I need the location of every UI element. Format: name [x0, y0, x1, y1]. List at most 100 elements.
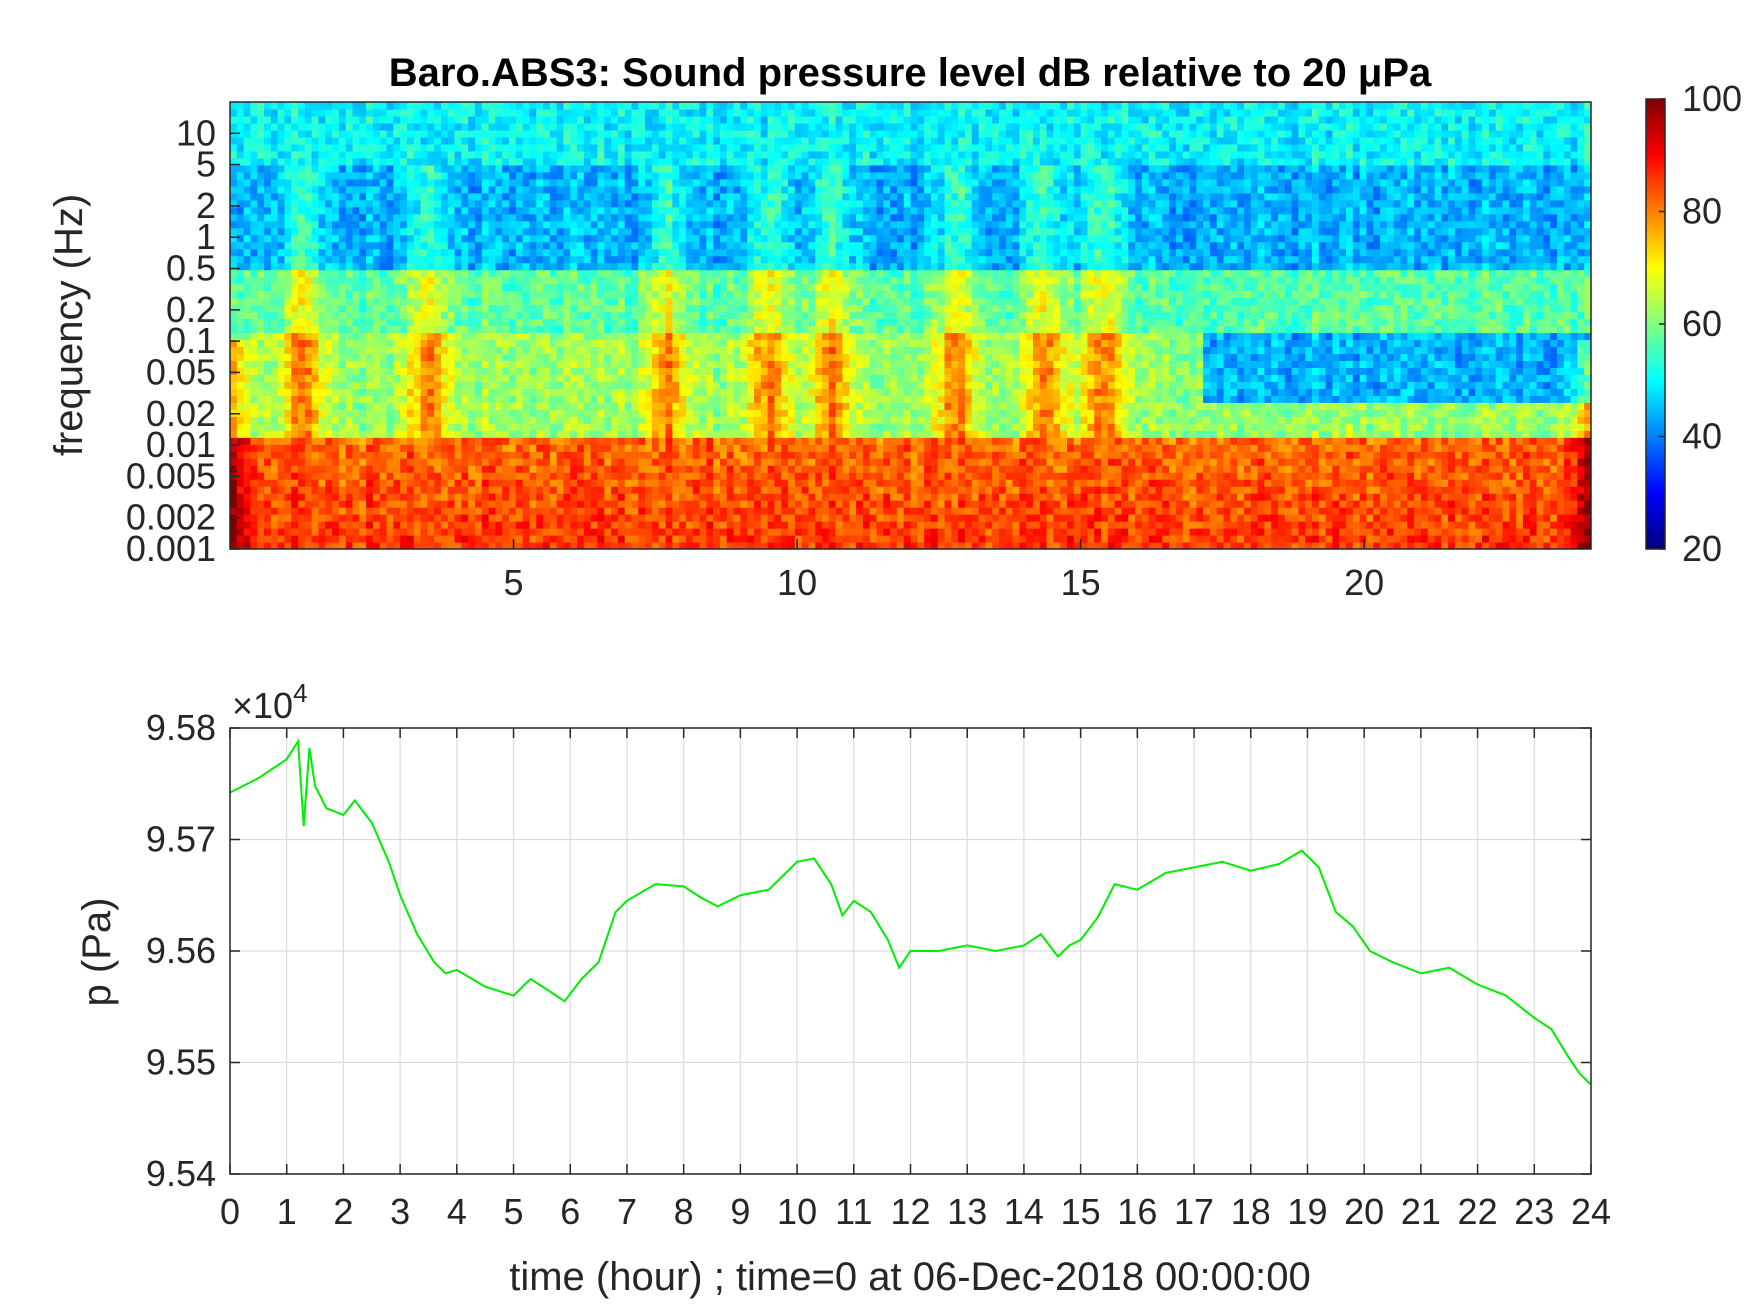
spectrogram-cell [611, 199, 619, 208]
spectrogram-cell [413, 192, 422, 201]
spectrogram-cell [733, 115, 741, 124]
spectrogram-cell [379, 465, 388, 473]
spectrogram-cell [713, 535, 721, 543]
spectrogram-cell [638, 444, 646, 452]
spectrogram-cell [645, 227, 653, 236]
spectrogram-cell [747, 255, 755, 264]
spectrogram-cell [570, 521, 578, 529]
spectrogram-cell [617, 304, 626, 313]
spectrogram-cell [393, 150, 401, 159]
spectrogram-cell [440, 430, 449, 438]
spectrogram-cell [400, 227, 408, 236]
spectrogram-cell [474, 122, 483, 131]
spectrogram-cell [304, 199, 313, 208]
spectrogram-cell [474, 262, 483, 271]
spectrogram-cell [393, 542, 401, 549]
spectrogram-cell [250, 297, 258, 306]
spectrogram-cell [502, 304, 510, 313]
spectrogram-cell [651, 122, 660, 131]
spectrogram-cell [583, 122, 592, 131]
spectrogram-cell [577, 129, 585, 138]
spectrogram-cell [509, 514, 517, 522]
spectrogram-cell [604, 227, 612, 236]
spectrogram-cell [243, 199, 252, 208]
spectrogram-cell [284, 234, 292, 243]
spectrogram-cell [556, 178, 565, 187]
spectrogram-cell [440, 528, 449, 536]
spectrogram-cell [243, 430, 252, 438]
spectrogram-cell [699, 381, 707, 389]
spectrogram-cell [638, 171, 646, 180]
spectrogram-cell [611, 444, 619, 452]
spectrogram-cell [325, 472, 333, 480]
spectrogram-cell [264, 325, 272, 334]
spectrogram-cell [291, 102, 299, 110]
spectrogram-cell [284, 283, 292, 292]
spectrogram-cell [495, 367, 503, 375]
spectrogram-cell [318, 535, 326, 543]
spectrogram-cell [502, 430, 510, 438]
spectrogram-cell [583, 416, 592, 424]
spectrogram-cell [733, 290, 741, 299]
spectrogram-cell [325, 199, 333, 208]
spectrogram-cell [733, 367, 741, 375]
spectrogram-cell [366, 402, 374, 410]
spectrogram-cell [577, 248, 585, 257]
spectrogram-cell [243, 157, 252, 166]
spectrogram-cell [556, 458, 565, 466]
spectrogram-cell [311, 220, 320, 229]
spectrogram-cell [563, 367, 571, 375]
spectrogram-cell [236, 311, 245, 320]
spectrogram-cell [352, 367, 360, 375]
spectrogram-cell [474, 542, 483, 549]
spectrogram-cell [570, 500, 578, 508]
spectrogram-cell [264, 157, 272, 166]
spectrogram-cell [372, 108, 381, 117]
spectrogram-cell [277, 500, 286, 508]
spectrogram-cell [726, 388, 735, 396]
spectrogram-cell [277, 339, 286, 348]
spectrogram-cell [543, 339, 551, 348]
spectrogram-cell [495, 297, 503, 306]
spectrogram-cell [515, 213, 524, 222]
spectrogram-cell [549, 290, 558, 299]
spectrogram-cell [665, 388, 673, 396]
spectrogram-cell [509, 115, 517, 124]
spectrogram-cell [672, 381, 680, 389]
spectrogram-cell [345, 423, 354, 431]
spectrogram-cell [713, 395, 721, 403]
spectrogram-cell [332, 416, 340, 424]
spectrogram-cell [338, 115, 347, 124]
spectrogram-cell [733, 248, 741, 257]
spectrogram-cell [556, 444, 565, 452]
spectrogram-cell [420, 423, 428, 431]
spectrogram-cell [345, 220, 354, 229]
spectrogram-cell [706, 367, 714, 375]
spectrogram-cell [304, 451, 313, 459]
spectrogram-cell [543, 381, 551, 389]
spectrogram-cell [536, 444, 544, 452]
spectrogram-cell [563, 234, 571, 243]
spectrogram-cell [583, 360, 592, 368]
spectrogram-cell [366, 521, 374, 529]
spectrogram-cell [264, 262, 272, 271]
spectrogram-cell [243, 262, 252, 271]
spectrogram-cell [604, 332, 612, 341]
spectrogram-cell [583, 157, 592, 166]
spectrogram-cell [359, 332, 367, 341]
spectrogram-cell [543, 304, 551, 313]
spectrogram-cell [406, 115, 415, 124]
spectrogram-cell [665, 164, 673, 173]
spectrogram-cell [515, 437, 524, 445]
spectrogram-cell [617, 164, 626, 173]
spectrogram-cell [577, 346, 585, 355]
spectrogram-cell [413, 241, 422, 250]
spectrogram-cell [406, 493, 415, 501]
spectrogram-cell [583, 241, 592, 250]
spectrogram-cell [270, 500, 279, 508]
spectrogram-cell [352, 192, 360, 201]
spectrogram-cell [658, 367, 667, 375]
spectrogram-cell [236, 325, 245, 334]
spectrogram-cell [740, 493, 748, 501]
spectrogram-cell [651, 206, 660, 215]
